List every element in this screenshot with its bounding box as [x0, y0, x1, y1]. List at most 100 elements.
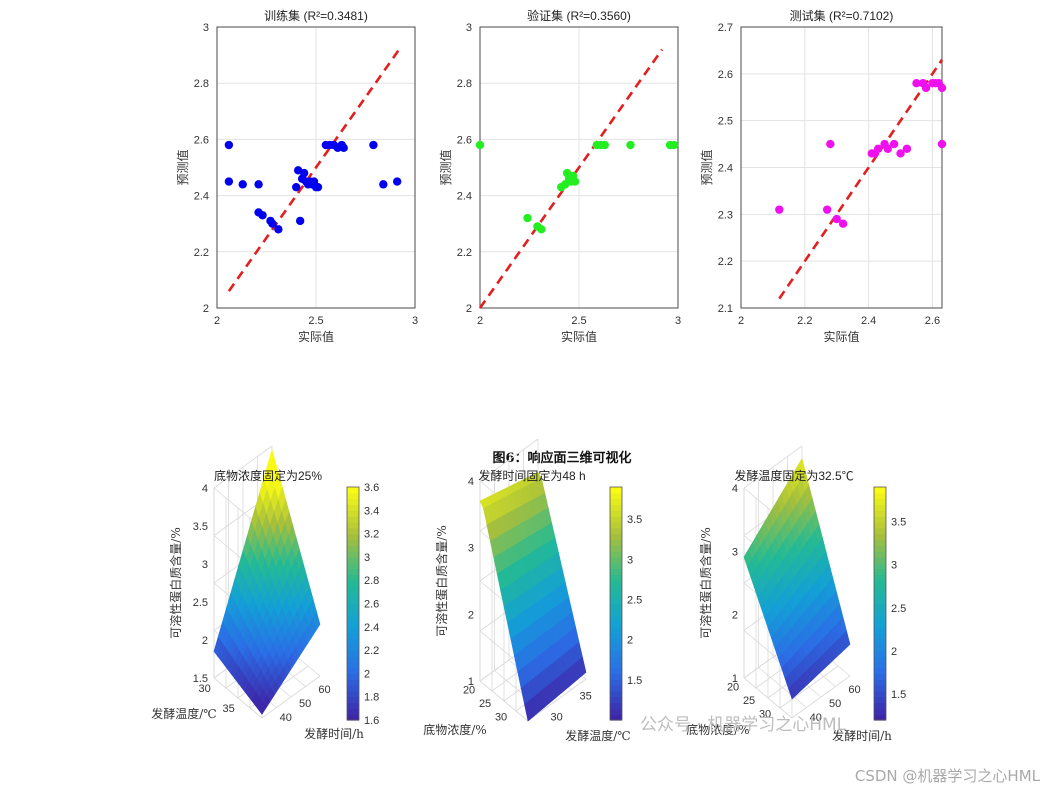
colorbar-segment [874, 603, 886, 610]
y-tick-label: 2.6 [194, 134, 209, 146]
data-point [902, 144, 912, 153]
colorbar-segment [874, 580, 886, 587]
colorbar-segment [610, 626, 622, 634]
data-point [896, 149, 905, 158]
colorbar-segment [610, 516, 622, 523]
colorbar-segment [610, 545, 622, 552]
colorbar-segment [610, 615, 622, 622]
colorbar-tick-label: 2.8 [364, 575, 379, 587]
x-axis-label: 发酵时间/h [304, 726, 364, 741]
z-axis-label: 可溶性蛋白质含量/% [698, 527, 713, 638]
colorbar-tick-label: 2.5 [627, 594, 642, 606]
y-axis-label: 底物浓度/% [423, 722, 486, 737]
y-axis-label: 预测值 [175, 149, 190, 185]
data-point [838, 219, 848, 228]
y-tick-label: 20 [463, 685, 475, 697]
colorbar-segment [347, 521, 359, 529]
y-tick-label: 2.5 [718, 116, 733, 128]
colorbar-segment [610, 685, 622, 692]
test-scatter-panel: 2.1 2.2 2.3 2.4 2.5 2.6 2.7 2 2.2 2.4 2.6 测试集 (R²=0… [699, 8, 947, 344]
colorbar-frame [873, 486, 887, 721]
colorbar-segment [610, 603, 622, 610]
y-tick-label: 2.4 [194, 191, 209, 203]
surface-temp-32.5-panel: 1 2 3 4 40 50 60 20 25 30 发酵温度固定为32.5℃ 发酵时间/h 底物浓度/%… [686, 445, 906, 743]
colorbar-segment [347, 504, 359, 511]
x-axis-label: 实际值 [298, 329, 334, 344]
colorbar-segment [874, 498, 886, 506]
data-point [826, 139, 835, 149]
data-point [274, 225, 283, 234]
colorbar-segment [874, 556, 886, 564]
data-point [313, 182, 323, 192]
x-tick-label: 35 [580, 691, 592, 703]
colorbar-segment [347, 568, 359, 575]
x-tick-label: 2.5 [308, 315, 323, 327]
surface-facet [258, 702, 267, 715]
colorbar-segment [874, 609, 886, 616]
colorbar-segment [347, 615, 359, 622]
colorbar-segment [347, 498, 359, 506]
colorbar-segment [347, 597, 359, 605]
colorbar-segment [610, 644, 622, 651]
data-point [912, 79, 921, 88]
colorbar-segment [874, 679, 886, 686]
y-tick-label: 2.7 [718, 22, 733, 34]
z-tick-label: 2 [468, 609, 474, 621]
x-axis-label: 发酵温度/℃ [565, 728, 630, 743]
colorbar-segment [610, 539, 622, 546]
y-tick-label: 2.8 [194, 78, 209, 90]
z-tick-label: 4 [468, 476, 474, 488]
colorbar-segment [347, 638, 359, 645]
y-tick-label: 30 [759, 708, 771, 720]
y-tick-label: 30 [199, 683, 211, 695]
colorbar-tick-label: 3 [891, 560, 897, 572]
data-point [523, 213, 532, 223]
colorbar-segment [874, 574, 886, 581]
colorbar-segment [347, 644, 359, 651]
colorbar-segment [347, 650, 359, 657]
x-tick-label: 3 [675, 315, 681, 327]
colorbar-tick-label: 2.6 [364, 599, 379, 611]
surface-facet [788, 684, 797, 700]
back-grid-line [743, 445, 803, 489]
colorbar-segment [347, 492, 359, 500]
colorbar-segment [874, 521, 886, 529]
x-tick-label: 50 [299, 698, 311, 710]
colorbar: 1.5 2 2.5 3 3.5 [873, 486, 906, 721]
z-tick-label: 4 [732, 483, 738, 495]
z-tick-label: 2 [732, 610, 738, 622]
x-tick-label: 60 [318, 684, 330, 696]
data-point [832, 214, 841, 224]
back-grid-line [479, 438, 539, 482]
figure-caption: 图6：响应面三维可视化 [492, 450, 631, 466]
surface-time-48-panel: 1 2 3 4 30 35 20 25 30 发酵时间固定为48 h 发酵温度/℃ 底物浓度/% 可溶性… [423, 438, 642, 743]
data-point [224, 177, 234, 186]
colorbar-segment [347, 673, 359, 680]
y-tick-label: 2.4 [718, 163, 733, 175]
data-point [299, 168, 309, 178]
y-axis-label: 预测值 [438, 149, 453, 185]
colorbar-segment [610, 562, 622, 570]
colorbar-segment [874, 655, 886, 663]
y-axis-label: 预测值 [699, 149, 714, 185]
y-tick-label: 2 [466, 303, 472, 315]
colorbar-segment [610, 568, 622, 575]
z-tick-label: 1 [732, 673, 738, 685]
colorbar-segment [347, 586, 359, 593]
data-point [626, 140, 635, 150]
ideal-fit-line [227, 48, 401, 292]
data-point [889, 139, 899, 149]
colorbar-segment [874, 597, 886, 605]
colorbar-segment [610, 510, 622, 517]
colorbar-segment [874, 527, 886, 535]
y-tick-label: 35 [223, 703, 235, 715]
data-point [258, 211, 267, 220]
x-axis-label: 实际值 [561, 329, 597, 344]
colorbar-segment [874, 673, 886, 680]
surface-facet [524, 700, 533, 722]
y-tick-label: 25 [479, 698, 491, 710]
colorbar-segment [347, 626, 359, 634]
colorbar-segment [347, 632, 359, 640]
colorbar-segment [347, 551, 359, 558]
colorbar-segment [610, 527, 622, 535]
